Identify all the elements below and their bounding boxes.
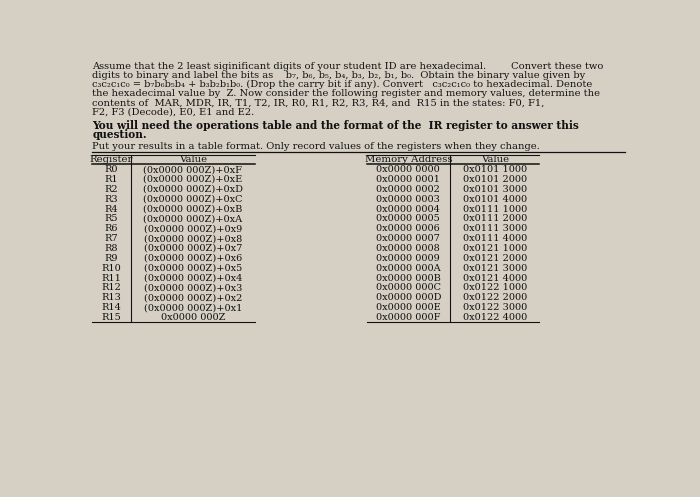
Text: Value: Value (481, 155, 509, 165)
Text: (0x0000 000Z)+0xF: (0x0000 000Z)+0xF (144, 165, 242, 174)
Text: R2: R2 (105, 185, 118, 194)
Text: R15: R15 (102, 313, 121, 322)
Text: Put your results in a table format. Only record values of the registers when the: Put your results in a table format. Only… (92, 142, 540, 152)
Text: F2, F3 (Decode), E0, E1 and E2.: F2, F3 (Decode), E0, E1 and E2. (92, 107, 254, 116)
Text: c₃c₂c₁c₀ = b₇b₆b₅b₄ + b₃b₂b₁b₀. (Drop the carry bit if any). Convert   c₃c₂c₁c₀ : c₃c₂c₁c₀ = b₇b₆b₅b₄ + b₃b₂b₁b₀. (Drop th… (92, 80, 592, 89)
Text: 0x0000 0001: 0x0000 0001 (377, 175, 440, 184)
Text: 0x0000 000Z: 0x0000 000Z (161, 313, 225, 322)
Text: (0x0000 000Z)+0xA: (0x0000 000Z)+0xA (144, 214, 242, 224)
Text: question.: question. (92, 129, 147, 140)
Text: R3: R3 (105, 195, 118, 204)
Text: (0x0000 000Z)+0x1: (0x0000 000Z)+0x1 (144, 303, 242, 312)
Text: 0x0111 1000: 0x0111 1000 (463, 205, 527, 214)
Text: (0x0000 000Z)+0xC: (0x0000 000Z)+0xC (144, 195, 243, 204)
Text: 0x0122 4000: 0x0122 4000 (463, 313, 527, 322)
Text: (0x0000 000Z)+0xB: (0x0000 000Z)+0xB (144, 205, 243, 214)
Text: R5: R5 (105, 214, 118, 224)
Text: (0x0000 000Z)+0x9: (0x0000 000Z)+0x9 (144, 224, 242, 233)
Text: (0x0000 000Z)+0x4: (0x0000 000Z)+0x4 (144, 273, 242, 283)
Text: You will need the operations table and the format of the  IR register to answer : You will need the operations table and t… (92, 120, 579, 131)
Text: R6: R6 (105, 224, 118, 233)
Text: (0x0000 000Z)+0x3: (0x0000 000Z)+0x3 (144, 283, 242, 292)
Text: R12: R12 (102, 283, 122, 292)
Text: 0x0000 0004: 0x0000 0004 (377, 205, 440, 214)
Text: 0x0000 000D: 0x0000 000D (376, 293, 441, 302)
Text: 0x0000 0005: 0x0000 0005 (377, 214, 440, 224)
Text: R14: R14 (102, 303, 122, 312)
Text: R11: R11 (102, 273, 122, 283)
Text: (0x0000 000Z)+0xD: (0x0000 000Z)+0xD (143, 185, 243, 194)
Text: (0x0000 000Z)+0xE: (0x0000 000Z)+0xE (144, 175, 242, 184)
Text: 0x0121 2000: 0x0121 2000 (463, 254, 527, 263)
Text: Assume that the 2 least siginificant digits of your student ID are hexadecimal. : Assume that the 2 least siginificant dig… (92, 62, 603, 71)
Text: 0x0000 000F: 0x0000 000F (376, 313, 440, 322)
Text: (0x0000 000Z)+0x8: (0x0000 000Z)+0x8 (144, 234, 242, 243)
Text: R1: R1 (105, 175, 118, 184)
Text: 0x0122 3000: 0x0122 3000 (463, 303, 527, 312)
Text: 0x0000 0006: 0x0000 0006 (377, 224, 440, 233)
Text: R9: R9 (105, 254, 118, 263)
Text: 0x0000 0000: 0x0000 0000 (377, 165, 440, 174)
Text: Memory Address: Memory Address (365, 155, 452, 165)
Text: 0x0000 000E: 0x0000 000E (376, 303, 441, 312)
Text: 0x0101 3000: 0x0101 3000 (463, 185, 527, 194)
Text: 0x0000 0008: 0x0000 0008 (377, 244, 440, 253)
Text: (0x0000 000Z)+0x5: (0x0000 000Z)+0x5 (144, 264, 242, 273)
Text: 0x0000 0009: 0x0000 0009 (377, 254, 440, 263)
Text: (0x0000 000Z)+0x7: (0x0000 000Z)+0x7 (144, 244, 242, 253)
Text: 0x0121 3000: 0x0121 3000 (463, 264, 527, 273)
Text: 0x0122 1000: 0x0122 1000 (463, 283, 527, 292)
Text: R10: R10 (102, 264, 121, 273)
Text: contents of  MAR, MDR, IR, T1, T2, IR, R0, R1, R2, R3, R4, and  R15 in the state: contents of MAR, MDR, IR, T1, T2, IR, R0… (92, 98, 545, 107)
Text: Value: Value (178, 155, 207, 165)
Text: 0x0111 2000: 0x0111 2000 (463, 214, 527, 224)
Text: 0x0101 2000: 0x0101 2000 (463, 175, 527, 184)
Text: 0x0000 0003: 0x0000 0003 (377, 195, 440, 204)
Text: 0x0000 000B: 0x0000 000B (376, 273, 441, 283)
Text: 0x0121 4000: 0x0121 4000 (463, 273, 527, 283)
Text: the hexadecimal value by  Z. Now consider the following register and memory valu: the hexadecimal value by Z. Now consider… (92, 89, 600, 98)
Text: 0x0111 4000: 0x0111 4000 (463, 234, 527, 243)
Text: R0: R0 (105, 165, 118, 174)
Text: digits to binary and label the bits as    b₇, b₆, b₅, b₄, b₃, b₂, b₁, b₀.  Obtai: digits to binary and label the bits as b… (92, 71, 585, 80)
Text: 0x0000 0007: 0x0000 0007 (377, 234, 440, 243)
Text: R8: R8 (105, 244, 118, 253)
Text: 0x0121 1000: 0x0121 1000 (463, 244, 527, 253)
Text: 0x0101 4000: 0x0101 4000 (463, 195, 527, 204)
Text: 0x0000 000A: 0x0000 000A (376, 264, 441, 273)
Text: (0x0000 000Z)+0x2: (0x0000 000Z)+0x2 (144, 293, 242, 302)
Text: (0x0000 000Z)+0x6: (0x0000 000Z)+0x6 (144, 254, 242, 263)
Text: 0x0101 1000: 0x0101 1000 (463, 165, 527, 174)
Text: 0x0000 000C: 0x0000 000C (376, 283, 441, 292)
Text: R13: R13 (102, 293, 122, 302)
Text: 0x0111 3000: 0x0111 3000 (463, 224, 527, 233)
Text: R7: R7 (105, 234, 118, 243)
Text: 0x0122 2000: 0x0122 2000 (463, 293, 527, 302)
Text: 0x0000 0002: 0x0000 0002 (377, 185, 440, 194)
Text: Register: Register (90, 155, 133, 165)
Text: R4: R4 (105, 205, 118, 214)
